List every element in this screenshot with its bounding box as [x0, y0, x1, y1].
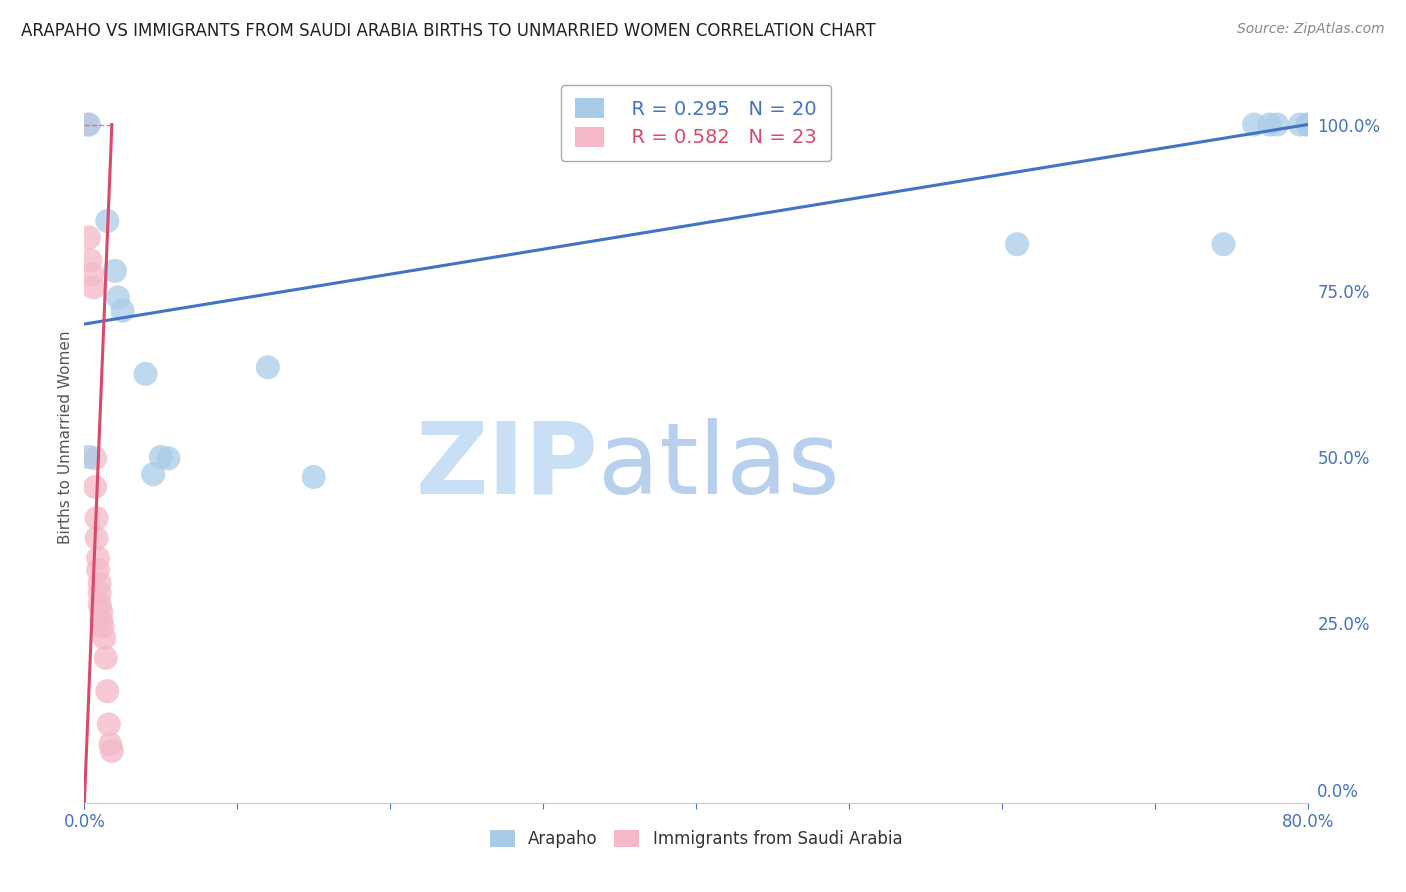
Point [90, 613, 112, 627]
Point [93, 631, 115, 645]
Point [80, 267, 103, 281]
Point [84, 451, 107, 466]
Point [83, 280, 105, 294]
Point [91, 619, 114, 633]
Point [87, 563, 110, 577]
Point [98, 737, 121, 751]
Point [90, 604, 112, 618]
Text: Source: ZipAtlas.com: Source: ZipAtlas.com [1237, 22, 1385, 37]
Point [135, 367, 157, 381]
Point [87, 551, 110, 566]
Point [104, 264, 127, 278]
Point [257, 360, 280, 375]
Point [1258, 118, 1281, 132]
Text: atlas: atlas [598, 417, 839, 515]
Point [96, 214, 118, 228]
Legend: Arapaho, Immigrants from Saudi Arabia: Arapaho, Immigrants from Saudi Arabia [481, 822, 911, 856]
Point [89, 586, 111, 600]
Point [1212, 237, 1234, 252]
Point [86, 531, 108, 545]
Point [111, 303, 134, 318]
Point [96, 684, 118, 698]
Point [107, 290, 129, 304]
Point [76, 118, 98, 132]
Point [1005, 237, 1028, 252]
Point [101, 744, 124, 758]
Point [89, 576, 111, 591]
Point [302, 470, 325, 484]
Point [1243, 118, 1265, 132]
Point [79, 253, 101, 268]
Text: ARAPAHO VS IMMIGRANTS FROM SAUDI ARABIA BIRTHS TO UNMARRIED WOMEN CORRELATION CH: ARAPAHO VS IMMIGRANTS FROM SAUDI ARABIA … [21, 22, 876, 40]
Y-axis label: Births to Unmarried Women: Births to Unmarried Women [58, 330, 73, 544]
Point [157, 451, 180, 466]
Point [94, 650, 117, 665]
Point [1296, 118, 1319, 132]
Point [1265, 118, 1288, 132]
Point [77, 230, 100, 244]
Point [89, 598, 111, 612]
Point [149, 450, 172, 464]
Text: ZIP: ZIP [415, 417, 598, 515]
Point [97, 717, 120, 731]
Point [142, 467, 165, 482]
Point [77, 118, 100, 132]
Point [86, 511, 108, 525]
Point [84, 480, 107, 494]
Point [77, 450, 100, 464]
Point [1296, 118, 1319, 132]
Point [1289, 118, 1312, 132]
